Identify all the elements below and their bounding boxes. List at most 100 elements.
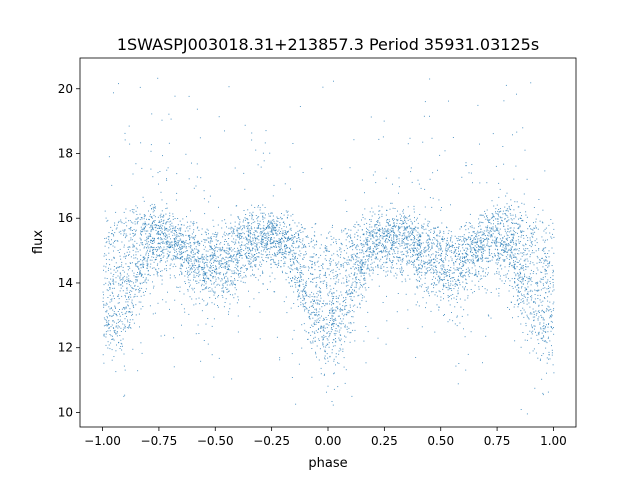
data-point	[236, 262, 238, 264]
data-point	[479, 214, 481, 216]
data-point	[501, 239, 503, 241]
data-point	[367, 247, 369, 249]
data-point	[109, 288, 111, 290]
data-point	[140, 142, 142, 144]
data-point	[272, 245, 274, 247]
data-point	[530, 279, 532, 281]
data-point	[185, 247, 187, 249]
data-point	[433, 243, 435, 245]
data-point	[126, 251, 128, 253]
data-point	[350, 237, 352, 239]
data-point	[344, 335, 345, 337]
data-point	[386, 257, 388, 259]
data-point	[237, 280, 239, 281]
data-point	[128, 254, 129, 256]
data-point	[417, 231, 419, 233]
data-point	[173, 232, 175, 234]
data-point	[536, 283, 538, 285]
data-point	[297, 268, 299, 270]
data-point	[297, 247, 299, 249]
data-point	[515, 232, 517, 234]
data-point	[434, 283, 435, 285]
data-point	[514, 266, 515, 268]
data-point	[190, 210, 191, 212]
data-point	[425, 232, 427, 234]
data-point	[387, 251, 389, 253]
data-point	[213, 259, 215, 261]
data-point	[493, 223, 494, 225]
data-point	[471, 273, 473, 275]
data-point	[501, 268, 503, 270]
data-point	[207, 259, 209, 261]
data-point	[141, 218, 143, 220]
data-point	[377, 265, 379, 267]
data-point	[461, 244, 463, 246]
data-point	[450, 283, 452, 285]
data-point	[529, 306, 531, 308]
data-point	[315, 302, 317, 304]
data-point	[407, 262, 409, 263]
data-point	[447, 250, 448, 252]
data-point	[221, 250, 223, 252]
data-point	[491, 217, 493, 219]
data-point	[397, 257, 399, 258]
data-point	[351, 292, 353, 294]
data-point	[354, 226, 356, 228]
data-point	[369, 246, 371, 248]
data-point	[435, 269, 437, 271]
data-point	[488, 251, 490, 253]
data-point	[204, 213, 206, 215]
data-point	[356, 252, 358, 254]
data-point	[482, 222, 484, 224]
data-point	[111, 259, 113, 261]
data-point	[274, 230, 276, 232]
data-point	[279, 239, 281, 241]
data-point	[123, 271, 125, 273]
data-point	[366, 248, 368, 250]
data-point	[126, 287, 128, 289]
data-point	[338, 337, 340, 339]
data-point	[532, 236, 534, 238]
data-point	[411, 181, 413, 183]
data-point	[182, 252, 184, 253]
data-point	[246, 238, 248, 240]
data-point	[512, 254, 514, 256]
data-point	[133, 282, 134, 284]
data-point	[544, 252, 546, 254]
data-point	[113, 281, 115, 283]
data-point	[485, 268, 487, 270]
data-point	[120, 331, 122, 332]
data-point	[226, 226, 227, 228]
data-point	[322, 263, 324, 265]
data-point	[456, 283, 458, 285]
data-point	[531, 333, 533, 335]
data-point	[190, 259, 192, 261]
data-point	[290, 271, 291, 273]
data-point	[106, 220, 108, 222]
data-point	[106, 278, 108, 279]
data-point	[371, 252, 373, 253]
data-point	[550, 308, 552, 310]
data-point	[482, 253, 484, 254]
data-point	[260, 242, 262, 244]
data-point	[132, 249, 134, 251]
data-point	[228, 265, 230, 267]
data-point	[545, 227, 547, 229]
data-point	[128, 228, 130, 230]
data-point	[280, 260, 282, 262]
data-point	[426, 267, 428, 269]
data-point	[382, 136, 384, 138]
data-point	[329, 322, 330, 323]
data-point	[142, 306, 144, 307]
data-point	[253, 242, 255, 244]
data-point	[292, 277, 294, 279]
data-point	[273, 255, 275, 257]
data-point	[162, 240, 164, 242]
data-point	[225, 241, 227, 242]
data-point	[154, 248, 156, 250]
data-point	[122, 269, 124, 271]
data-point	[486, 209, 488, 211]
data-point	[274, 291, 276, 293]
data-point	[308, 316, 310, 318]
data-point	[537, 285, 539, 287]
